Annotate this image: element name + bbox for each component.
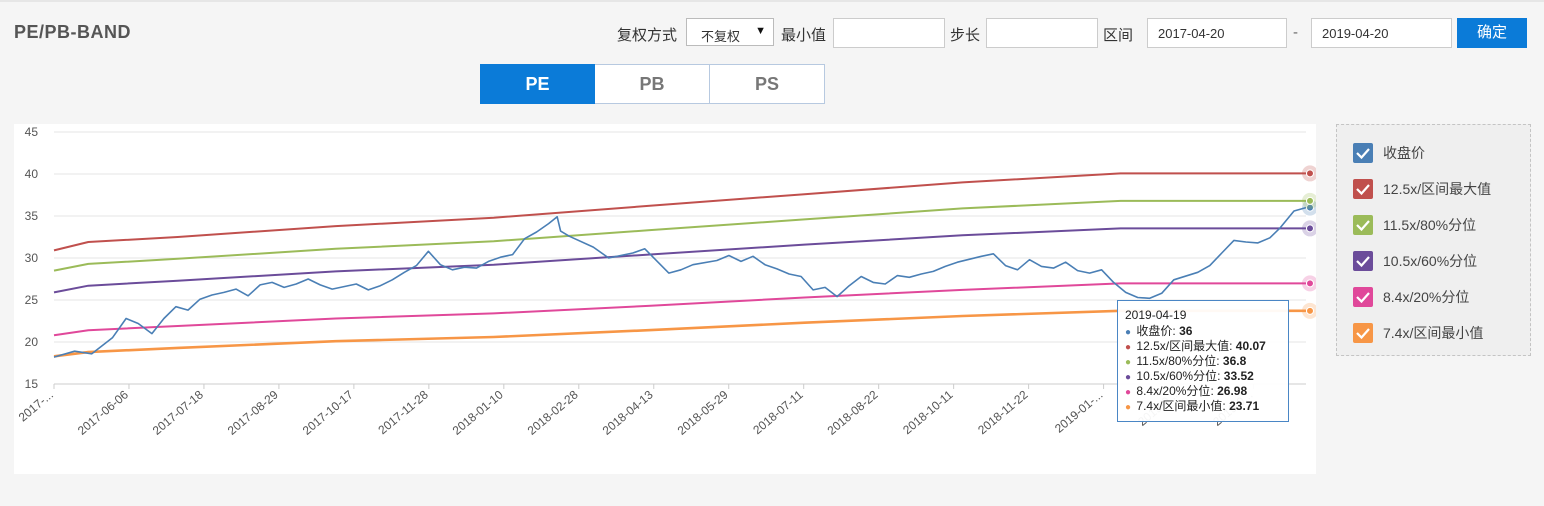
series-dot-icon: ● — [1125, 357, 1132, 368]
tooltip-row-label: 11.5x/80%分位 — [1136, 354, 1217, 368]
page-title: PE/PB-BAND — [14, 22, 132, 42]
tooltip-row-label: 收盘价 — [1136, 324, 1173, 338]
x-tick-label: 2018-07-11 — [750, 387, 806, 437]
y-tick-label: 35 — [25, 209, 39, 223]
legend-item-p60[interactable]: 10.5x/60%分位 — [1353, 251, 1477, 271]
legend-label: 10.5x/60%分位 — [1383, 253, 1478, 269]
step-input[interactable] — [986, 18, 1098, 48]
series-dot-icon: ● — [1125, 372, 1132, 383]
tooltip-row-value: 33.52 — [1223, 369, 1254, 383]
confirm-button[interactable]: 确定 — [1457, 18, 1527, 48]
min-value-input[interactable] — [833, 18, 945, 48]
series-line — [53, 227, 1306, 294]
adjust-select-value: 不复权 — [701, 29, 741, 44]
y-tick-label: 45 — [25, 125, 39, 139]
y-tick-label: 20 — [25, 335, 39, 349]
x-tick-label: 2019-01-... — [1052, 388, 1105, 436]
checkbox-checked-icon — [1353, 251, 1373, 271]
x-tick-label: 2018-02-28 — [525, 387, 581, 437]
metric-tabs: PE PB PS — [480, 64, 825, 104]
tooltip-row: ● 收盘价: 36 — [1125, 324, 1193, 338]
tooltip-row-value: 23.71 — [1229, 399, 1260, 413]
tooltip-row-label: 10.5x/60%分位 — [1136, 369, 1218, 383]
tooltip-row-label: 7.4x/区间最小值 — [1136, 399, 1223, 413]
legend-item-max[interactable]: 12.5x/区间最大值 — [1353, 179, 1491, 199]
x-tick-label: 2017-10-17 — [300, 387, 356, 437]
checkbox-checked-icon — [1353, 179, 1373, 199]
legend-item-p20[interactable]: 8.4x/20%分位 — [1353, 287, 1469, 307]
legend-label: 11.5x/80%分位 — [1383, 217, 1477, 233]
x-tick-label: 2018-10-11 — [900, 387, 956, 437]
tooltip-row: ● 12.5x/区间最大值: 40.07 — [1125, 339, 1266, 353]
y-tick-label: 25 — [25, 293, 39, 307]
tab-pb[interactable]: PB — [595, 64, 710, 104]
series-line — [53, 206, 1307, 358]
chart-svg: 15 20 25 30 35 40 45 2017-... 2017-06-06 2017-07-… — [16, 125, 1316, 438]
legend-item-min[interactable]: 7.4x/区间最小值 — [1353, 323, 1483, 343]
checkbox-checked-icon — [1353, 143, 1373, 163]
series-dot-icon: ● — [1125, 327, 1132, 338]
end-marker — [1306, 279, 1314, 288]
end-marker — [1306, 196, 1314, 205]
x-tick-label: 2017-11-28 — [375, 387, 431, 437]
min-label: 最小值 — [781, 27, 827, 44]
x-tick-label: 2017-07-18 — [150, 387, 206, 437]
series-line — [53, 172, 1306, 252]
start-date-input[interactable] — [1147, 18, 1287, 48]
tooltip-row-value: 36.8 — [1222, 354, 1247, 368]
x-tick-label: 2018-11-22 — [975, 387, 1031, 437]
legend-item-p80[interactable]: 11.5x/80%分位 — [1353, 215, 1476, 235]
x-tick-label: 2018-01-10 — [450, 387, 506, 437]
top-divider — [0, 0, 1544, 2]
step-label: 步长 — [950, 27, 981, 44]
legend-label: 7.4x/区间最小值 — [1383, 325, 1484, 341]
checkbox-checked-icon — [1353, 215, 1373, 235]
series-dot-icon: ● — [1125, 342, 1132, 353]
series-line — [53, 199, 1306, 272]
x-tick-label: 2018-08-22 — [825, 387, 881, 437]
chart-tooltip: 2019-04-19 ● 收盘价: 36 ● 12.5x/区间最大值: 40.0… — [1117, 300, 1289, 422]
checkbox-checked-icon — [1353, 323, 1373, 343]
series-dot-icon: ● — [1125, 402, 1132, 413]
legend-item-close[interactable]: 收盘价 — [1353, 143, 1425, 163]
tooltip-row: ● 8.4x/20%分位: 26.98 — [1125, 384, 1248, 398]
series-dot-icon: ● — [1125, 387, 1132, 398]
end-marker — [1306, 224, 1314, 233]
tooltip-row-value: 36 — [1179, 324, 1193, 338]
series-line — [53, 309, 1306, 358]
pe-band-chart: 15 20 25 30 35 40 45 2017-... 2017-06-06 2017-07-… — [14, 124, 1316, 474]
tooltip-row: ● 7.4x/区间最小值: 23.71 — [1125, 399, 1260, 413]
adjust-label: 复权方式 — [617, 27, 678, 44]
x-tick-label: 2017-08-29 — [225, 387, 281, 437]
y-tick-label: 40 — [25, 167, 39, 181]
tab-ps[interactable]: PS — [710, 64, 825, 104]
legend-label: 12.5x/区间最大值 — [1383, 181, 1492, 197]
tooltip-row-value: 40.07 — [1235, 339, 1266, 353]
x-tick-label: 2017-06-06 — [75, 387, 131, 437]
tooltip-date: 2019-04-19 — [1125, 308, 1187, 322]
tooltip-row: ● 10.5x/60%分位: 33.52 — [1125, 369, 1254, 383]
legend-label: 8.4x/20%分位 — [1383, 289, 1470, 305]
range-label: 区间 — [1103, 27, 1134, 44]
x-tick-label: 2018-04-13 — [600, 387, 656, 437]
tooltip-row: ● 11.5x/80%分位: 36.8 — [1125, 354, 1247, 368]
tooltip-row-label: 12.5x/区间最大值 — [1136, 339, 1230, 353]
tooltip-row-value: 26.98 — [1217, 384, 1248, 398]
end-marker — [1306, 169, 1314, 178]
range-separator: - — [1293, 24, 1298, 41]
chevron-down-icon: ▼ — [755, 25, 766, 37]
x-tick-label: 2018-05-29 — [675, 387, 731, 437]
tooltip-row-label: 8.4x/20%分位 — [1136, 384, 1211, 398]
end-date-input[interactable] — [1311, 18, 1452, 48]
checkbox-checked-icon — [1353, 287, 1373, 307]
tab-pe[interactable]: PE — [480, 64, 595, 104]
y-tick-label: 15 — [25, 377, 39, 391]
x-tick-label: 2017-... — [16, 388, 56, 425]
series-line — [53, 282, 1306, 337]
chart-legend: 收盘价 12.5x/区间最大值 11.5x/80%分位 10.5x/60%分位 … — [1336, 124, 1531, 356]
adjust-select[interactable]: 不复权 ▼ — [686, 18, 774, 46]
y-tick-label: 30 — [25, 251, 39, 265]
end-marker — [1306, 306, 1314, 315]
legend-label: 收盘价 — [1383, 145, 1425, 161]
